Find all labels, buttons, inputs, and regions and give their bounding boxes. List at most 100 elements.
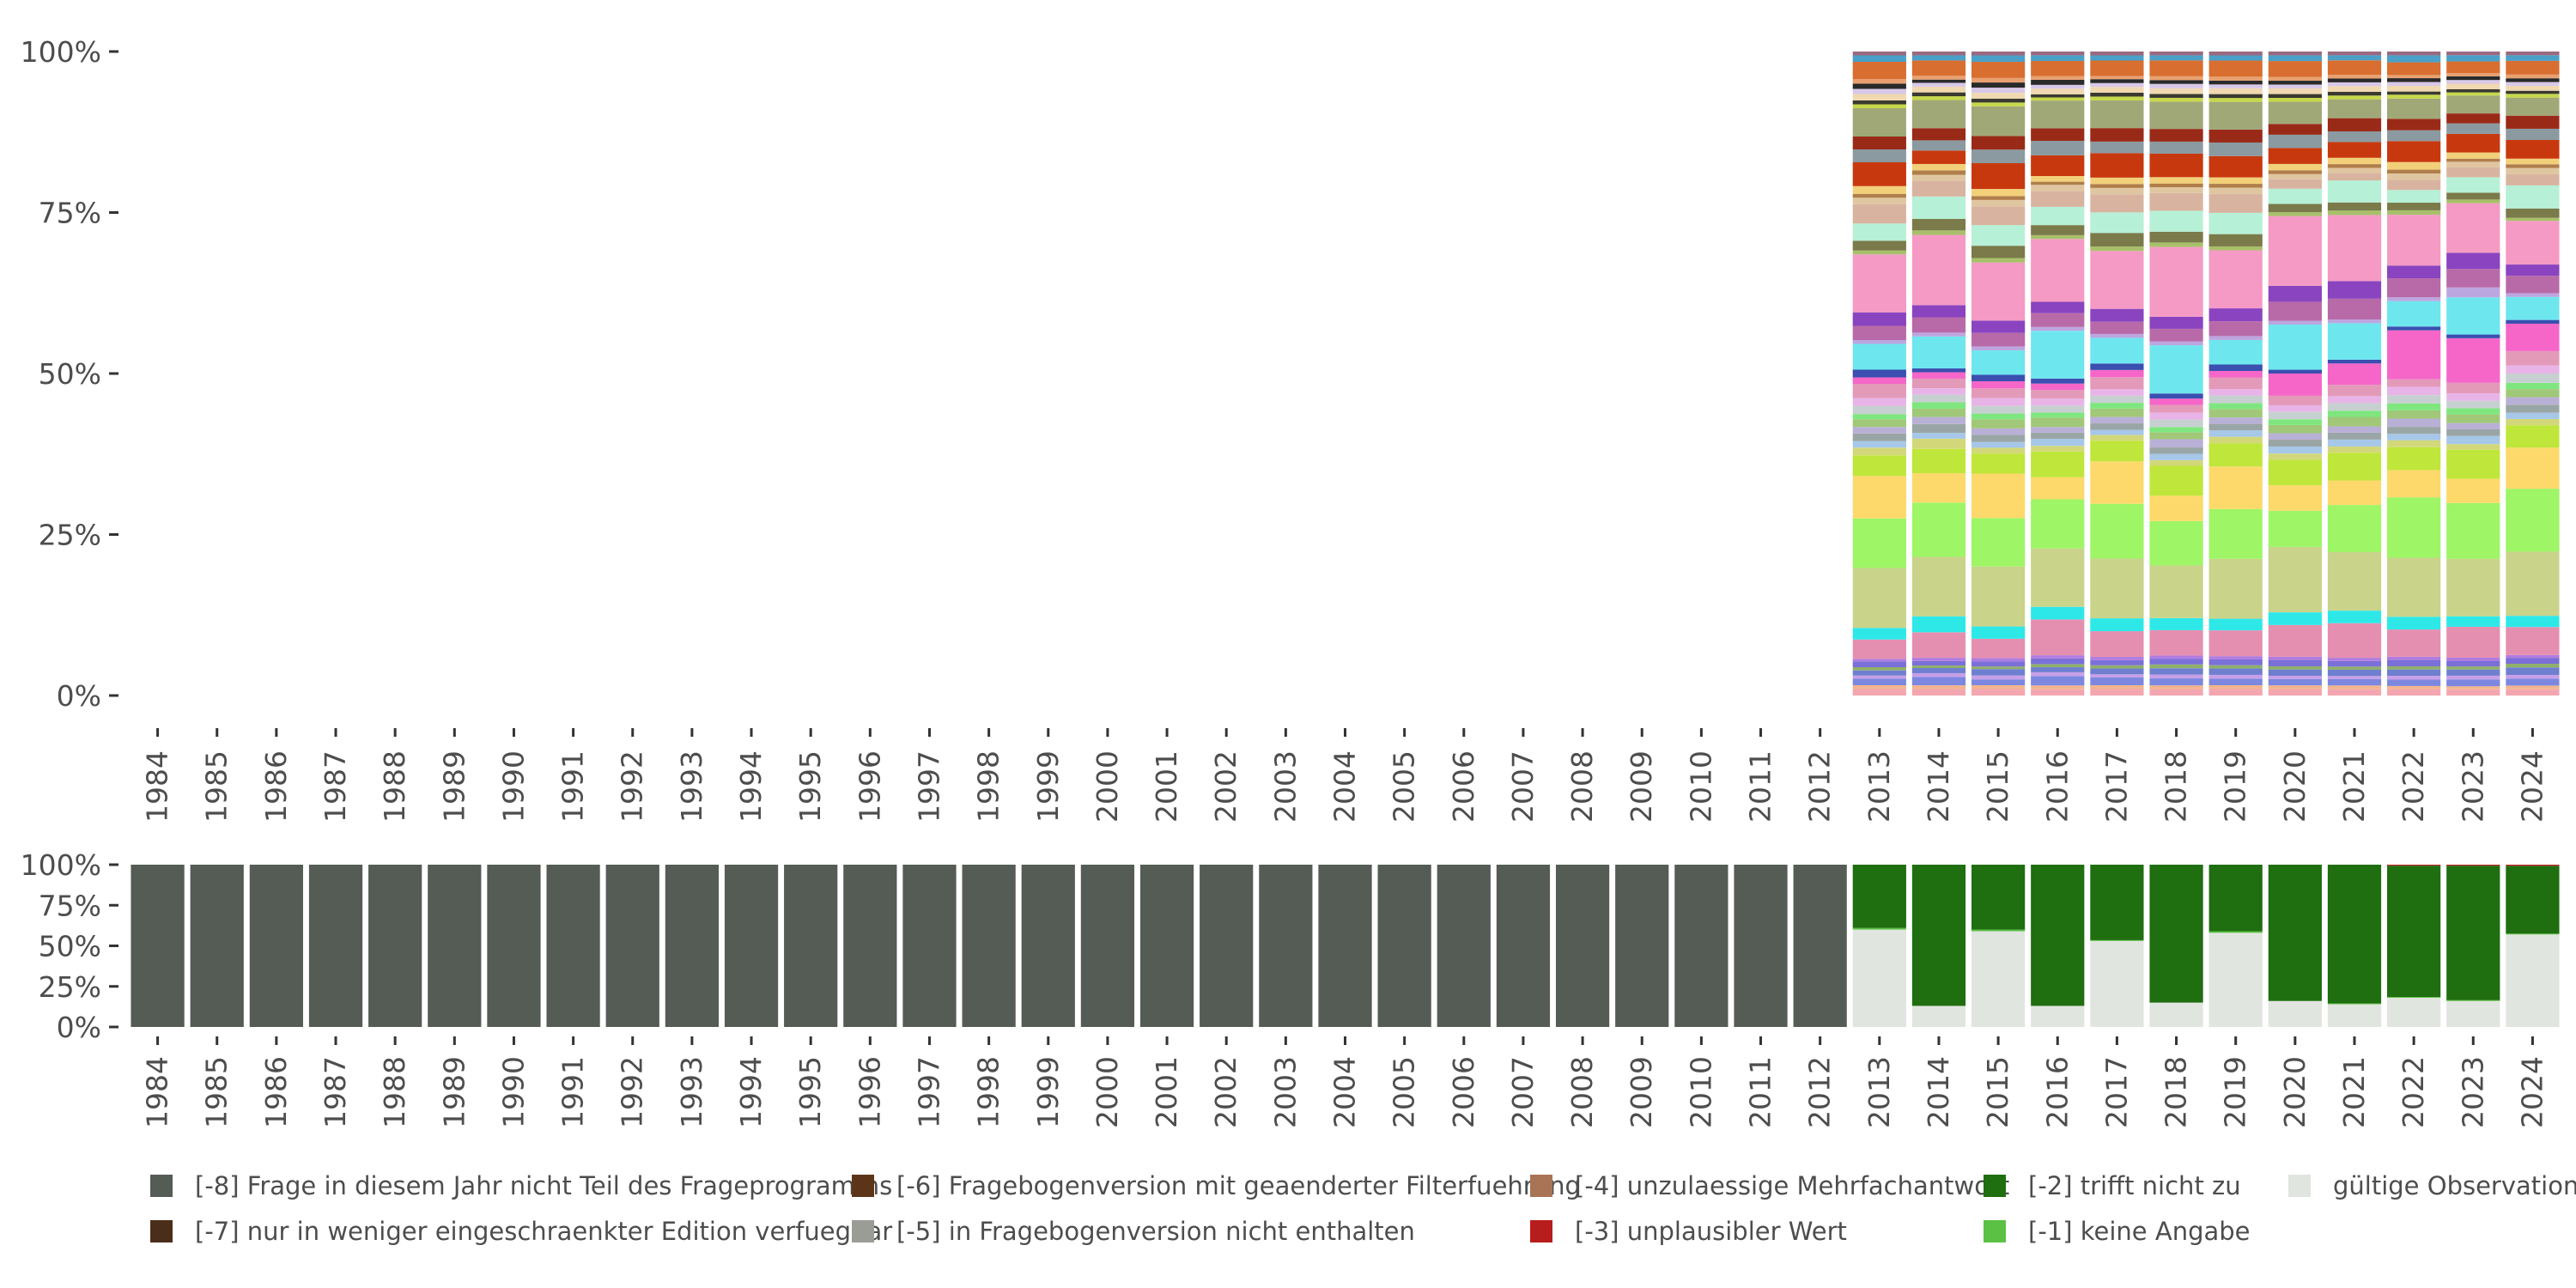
bar-segment-1993 [665, 865, 720, 1027]
bar-segment-2015 [1971, 258, 2026, 263]
bar-segment-2023 [2446, 1000, 2500, 1027]
bar-segment-2018 [2149, 447, 2203, 454]
bar-segment-2003 [1259, 865, 1313, 1027]
bar-segment-2018 [2149, 246, 2203, 317]
bar-segment-2022 [2387, 190, 2441, 204]
legend: [-8] Frage in diesem Jahr nicht Teil des… [150, 1171, 2576, 1246]
bar-segment-2019 [2208, 417, 2263, 424]
bar-segment-1984 [131, 865, 185, 1027]
bar-segment-2017 [2090, 79, 2144, 83]
bar-segment-2016 [2031, 619, 2085, 656]
bar-segment-2020 [2268, 419, 2322, 425]
bar-segment-2013 [1852, 88, 1906, 94]
top-ytick-label: 25% [39, 519, 101, 552]
bottom-xtick-label: 2022 [2397, 1056, 2430, 1128]
bar-segment-2018 [2149, 141, 2203, 154]
bottom-xtick-label: 2019 [2219, 1056, 2252, 1128]
bar-segment-2013 [1852, 419, 1906, 428]
bar-segment-2016 [2031, 84, 2085, 89]
bar-segment-2015 [1971, 931, 2026, 1027]
bar-segment-2016 [2031, 667, 2085, 672]
top-xtick-label: 1986 [259, 750, 293, 823]
bar-segment-2023 [2446, 428, 2500, 436]
bar-segment-2022 [2387, 418, 2441, 428]
bar-segment-2024 [2506, 389, 2560, 398]
bar-segment-2014 [1911, 180, 1966, 197]
top-xtick-label: 2017 [2099, 750, 2133, 823]
bar-segment-2022 [2387, 440, 2441, 447]
bar-segment-2013 [1852, 433, 1906, 441]
bar-segment-2021 [2327, 359, 2382, 364]
bar-segment-2018 [2149, 398, 2203, 405]
bar-segment-2023 [2446, 679, 2500, 687]
bar-segment-2018 [2149, 1002, 2203, 1027]
bar-segment-2019 [2208, 933, 2263, 1027]
bar-segment-2022 [2387, 629, 2441, 657]
bar-segment-2018 [2149, 88, 2203, 94]
bar-segment-2020 [2268, 134, 2322, 149]
bar-segment-2023 [2446, 199, 2500, 204]
bar-segment-2013 [1852, 79, 1906, 84]
bar-segment-2015 [1971, 658, 2026, 662]
bar-segment-2016 [2031, 206, 2085, 226]
bar-segment-2014 [1911, 658, 1966, 661]
bar-segment-2023 [2446, 161, 2500, 167]
bar-segment-2022 [2387, 386, 2441, 396]
bar-segment-2016 [2031, 664, 2085, 668]
bar-segment-2019 [2208, 377, 2263, 390]
bar-segment-2021 [2327, 660, 2382, 667]
bar-segment-2018 [2149, 668, 2203, 675]
top-xtick-label: 2019 [2219, 750, 2252, 823]
bar-segment-2013 [1852, 104, 1906, 108]
bar-segment-2015 [1971, 62, 2026, 78]
bar-segment-2022 [2387, 410, 2441, 419]
bar-segment-2022 [2387, 669, 2441, 677]
bar-segment-2017 [2090, 141, 2144, 154]
legend-swatch [1984, 1220, 2006, 1242]
bar-segment-2017 [2090, 685, 2144, 690]
bar-segment-2024 [2506, 664, 2560, 668]
bar-segment-2019 [2208, 212, 2263, 234]
bar-segment-2014 [1911, 616, 1966, 633]
bar-segment-2019 [2208, 665, 2263, 669]
bar-segment-2024 [2506, 658, 2560, 665]
bottom-xtick-label: 2021 [2337, 1056, 2371, 1128]
top-xtick-label: 1989 [437, 750, 471, 823]
bar-segment-2024 [2506, 85, 2560, 91]
bar-segment-2014 [1911, 76, 1966, 80]
top-xtick-label: 2010 [1684, 750, 1717, 823]
top-xtick-label: 1994 [734, 750, 768, 823]
bar-segment-2021 [2327, 552, 2382, 611]
top-xtick-label: 1996 [853, 750, 886, 823]
bar-segment-2017 [2090, 187, 2144, 195]
bar-segment-2016 [2031, 383, 2085, 391]
bar-segment-2022 [2387, 866, 2441, 998]
bar-segment-2010 [1674, 865, 1728, 1027]
bar-segment-2023 [2446, 675, 2500, 680]
bar-segment-2024 [2506, 667, 2560, 676]
bar-segment-2015 [1971, 689, 2026, 696]
bar-segment-2017 [2090, 939, 2144, 941]
bar-segment-2015 [1971, 55, 2026, 63]
top-ytick-label: 100% [21, 35, 101, 69]
legend-swatch [150, 1220, 173, 1242]
bar-segment-2024 [2506, 675, 2560, 679]
bar-segment-2024 [2506, 934, 2560, 1027]
bottom-xtick-label: 2004 [1328, 1056, 1362, 1128]
bar-segment-2014 [1911, 448, 1966, 474]
bar-segment-2013 [1852, 689, 1906, 696]
bar-segment-2019 [2208, 76, 2263, 81]
bar-segment-2014 [1911, 408, 1966, 417]
bar-segment-2023 [2446, 626, 2500, 659]
bar-segment-2018 [2149, 865, 2203, 1003]
bar-segment-2016 [2031, 185, 2085, 191]
bar-segment-2018 [2149, 345, 2203, 394]
bar-segment-2023 [2446, 73, 2500, 76]
top-xtick-label: 2016 [2040, 750, 2074, 823]
bar-segment-2024 [2506, 173, 2560, 185]
bar-segment-2020 [2268, 179, 2322, 189]
bar-segment-2013 [1852, 639, 1906, 659]
bottom-xtick-label: 2000 [1091, 1056, 1124, 1128]
bar-segment-2015 [1971, 332, 2026, 347]
bar-segment-2016 [2031, 606, 2085, 620]
